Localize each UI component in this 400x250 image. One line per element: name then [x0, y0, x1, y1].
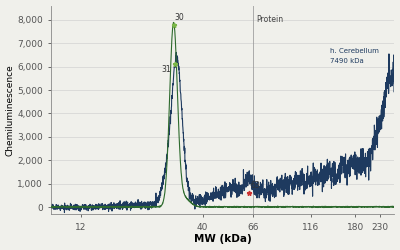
Text: 63: 63 — [250, 182, 260, 190]
Text: 31: 31 — [161, 65, 170, 74]
X-axis label: MW (kDa): MW (kDa) — [194, 234, 252, 244]
Text: Protein: Protein — [256, 15, 283, 24]
Text: 7490 kDa: 7490 kDa — [330, 58, 364, 64]
Y-axis label: Chemiluminescence: Chemiluminescence — [6, 64, 14, 156]
Text: 30: 30 — [174, 13, 184, 22]
Text: h. Cerebellum: h. Cerebellum — [330, 48, 379, 54]
